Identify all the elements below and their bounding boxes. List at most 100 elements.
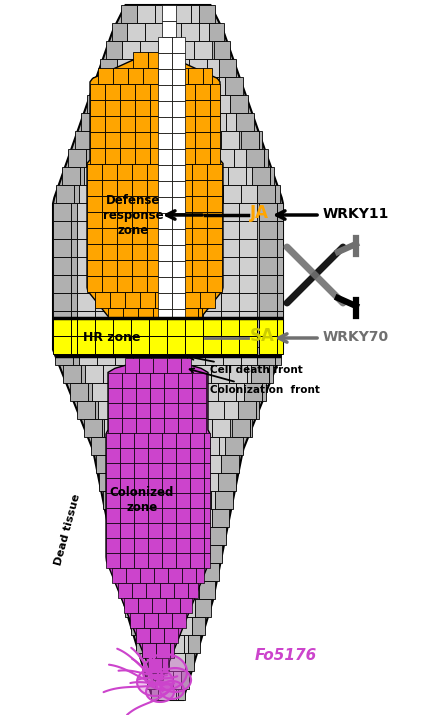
Bar <box>185 336 203 354</box>
Bar <box>226 437 243 455</box>
Bar <box>156 167 174 185</box>
Bar <box>53 329 71 347</box>
Bar <box>166 635 184 653</box>
Bar <box>96 455 114 473</box>
Bar <box>185 545 203 563</box>
Bar <box>222 455 239 473</box>
Bar <box>210 167 228 185</box>
Bar <box>268 365 273 383</box>
Bar <box>162 196 177 212</box>
Bar <box>167 221 185 239</box>
Bar <box>221 311 239 329</box>
Bar <box>199 5 215 23</box>
Bar <box>162 5 176 21</box>
Bar <box>53 257 71 275</box>
Bar <box>132 196 147 212</box>
Bar <box>172 325 185 330</box>
Bar <box>102 228 117 244</box>
Bar <box>154 473 172 491</box>
Bar <box>201 77 219 95</box>
Bar <box>86 149 90 167</box>
Bar <box>132 212 147 228</box>
Bar <box>164 383 182 401</box>
Bar <box>120 478 134 493</box>
Bar <box>108 403 122 418</box>
Bar <box>134 553 148 568</box>
Bar <box>90 84 105 100</box>
Bar <box>150 100 165 116</box>
Bar <box>188 583 198 598</box>
Bar <box>167 311 185 329</box>
Bar <box>265 149 268 167</box>
Bar <box>162 276 177 292</box>
Bar <box>215 491 233 509</box>
Bar <box>92 383 110 401</box>
Bar <box>53 239 71 257</box>
Bar <box>236 113 254 131</box>
Bar <box>172 149 185 165</box>
Bar <box>87 260 102 276</box>
Bar <box>162 553 176 568</box>
Bar <box>160 509 178 527</box>
Bar <box>142 95 160 113</box>
Bar <box>158 261 172 277</box>
Bar <box>137 581 155 599</box>
Bar <box>117 180 132 196</box>
Bar <box>158 117 172 133</box>
Bar <box>147 164 162 180</box>
Bar <box>177 228 192 244</box>
Bar <box>147 437 165 455</box>
Bar <box>207 180 222 196</box>
Bar <box>162 448 176 463</box>
Bar <box>256 401 259 419</box>
Bar <box>106 508 120 523</box>
Bar <box>131 545 149 563</box>
Bar <box>131 257 149 275</box>
Bar <box>175 491 193 509</box>
Bar <box>158 68 173 84</box>
Bar <box>122 403 136 418</box>
Bar <box>169 653 184 671</box>
Bar <box>136 635 148 653</box>
Bar <box>202 563 219 581</box>
Bar <box>210 100 220 116</box>
Bar <box>180 132 195 148</box>
Bar <box>106 41 122 59</box>
Bar <box>87 196 102 212</box>
Bar <box>192 418 206 433</box>
Bar <box>71 336 77 354</box>
Bar <box>203 221 221 239</box>
Bar <box>203 203 221 221</box>
Bar <box>239 329 257 347</box>
Bar <box>277 311 283 329</box>
Bar <box>172 165 185 181</box>
Bar <box>259 239 277 257</box>
Bar <box>185 203 203 221</box>
Bar <box>239 336 257 354</box>
Bar <box>181 671 189 689</box>
Bar <box>87 244 102 260</box>
Bar <box>120 538 134 553</box>
Bar <box>192 373 206 388</box>
Bar <box>221 131 239 149</box>
Bar <box>102 180 117 196</box>
Bar <box>178 388 192 403</box>
Bar <box>257 185 275 203</box>
Bar <box>207 244 222 260</box>
Bar <box>204 493 210 508</box>
Bar <box>77 257 95 275</box>
Bar <box>85 365 103 383</box>
Bar <box>155 5 173 23</box>
Bar <box>185 292 200 308</box>
Polygon shape <box>106 360 210 676</box>
Bar <box>103 491 121 509</box>
Bar <box>200 437 219 455</box>
Bar <box>195 132 210 148</box>
Bar <box>155 671 173 689</box>
Bar <box>79 185 97 203</box>
Bar <box>173 5 191 23</box>
Bar <box>176 448 190 463</box>
Bar <box>77 311 95 329</box>
Bar <box>113 275 131 293</box>
Bar <box>138 308 153 324</box>
